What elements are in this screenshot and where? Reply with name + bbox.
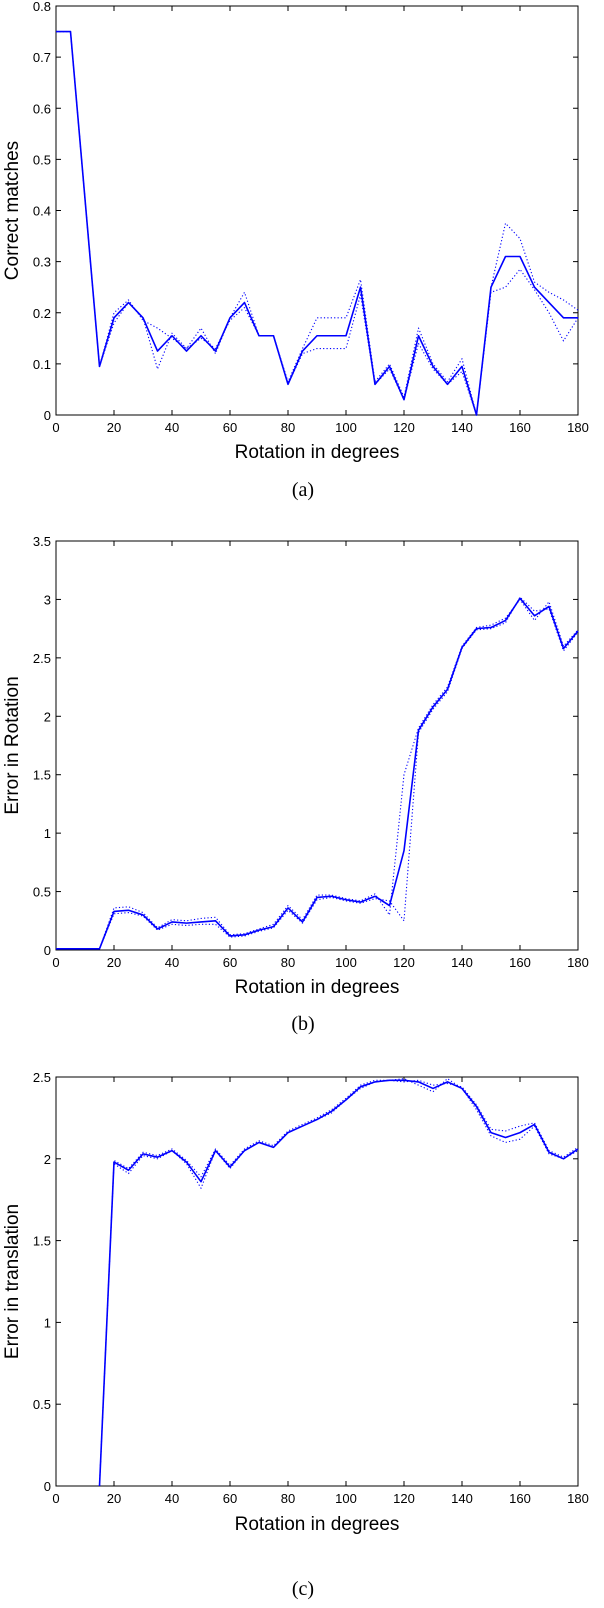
plot-frame <box>55 5 579 416</box>
y-axis-label: Error in translation <box>2 1204 23 1359</box>
x-tick-label: 60 <box>223 1491 237 1506</box>
y-tick-label: 1 <box>44 826 51 841</box>
y-tick-label: 1 <box>44 1315 51 1330</box>
y-axis-label: Correct matches <box>2 141 23 280</box>
x-tick-label: 160 <box>509 1491 531 1506</box>
y-tick-label: 0.6 <box>33 101 51 116</box>
series-line-solid <box>98 1079 579 1487</box>
x-tick-label: 180 <box>567 420 589 435</box>
x-tick-label: 160 <box>509 955 531 970</box>
x-tick-label: 180 <box>567 1491 589 1506</box>
x-tick-label: 100 <box>335 420 357 435</box>
x-tick-label: 140 <box>451 1491 473 1506</box>
series-line-solid <box>56 597 579 950</box>
y-tick-label: 0.3 <box>33 255 51 270</box>
y-tick-label: 0.8 <box>33 0 51 14</box>
x-tick-label: 140 <box>451 955 473 970</box>
x-tick-label: 120 <box>393 420 415 435</box>
x-tick-label: 120 <box>393 1491 415 1506</box>
y-tick-label: 3.5 <box>33 534 51 549</box>
series-line-solid <box>56 30 578 416</box>
y-axis-label: Error in Rotation <box>2 676 23 814</box>
y-tick-label: 0.4 <box>33 204 51 219</box>
x-axis-label: Rotation in degrees <box>235 977 400 998</box>
y-tick-label: 0.5 <box>33 152 51 167</box>
y-tick-label: 0.5 <box>33 885 51 900</box>
y-tick-label: 0.7 <box>33 50 51 65</box>
x-tick-label: 100 <box>335 955 357 970</box>
x-tick-label: 20 <box>107 1491 121 1506</box>
x-tick-label: 0 <box>52 420 59 435</box>
chart-panel-2: 0 20 40 60 80 100 120 140 160 180 0 0.5 1 1.5 2 2.5 3 3.5… <box>2 534 589 1035</box>
x-tick-label: 40 <box>165 955 179 970</box>
x-tick-label: 100 <box>335 1491 357 1506</box>
x-tick-label: 180 <box>567 955 589 970</box>
y-tick-label: 0 <box>44 1479 51 1494</box>
x-tick-label: 80 <box>281 955 295 970</box>
x-tick-label: 0 <box>52 955 59 970</box>
y-tick-label: 0 <box>44 943 51 958</box>
panel-caption: (c) <box>292 1578 314 1600</box>
plot-frame <box>55 540 579 951</box>
y-tick-label: 2 <box>44 1152 51 1167</box>
y-tick-label: 1.5 <box>33 768 51 783</box>
panel-caption: (a) <box>292 479 314 501</box>
series-line-dotted-1 <box>56 31 579 416</box>
y-tick-label: 2.5 <box>33 1070 51 1085</box>
x-tick-label: 160 <box>509 420 531 435</box>
x-tick-label: 40 <box>165 420 179 435</box>
x-tick-label: 0 <box>52 1491 59 1506</box>
x-tick-label: 80 <box>281 1491 295 1506</box>
x-tick-label: 20 <box>107 955 121 970</box>
series-line-dotted-2 <box>56 31 579 416</box>
y-tick-label: 3 <box>44 592 51 607</box>
x-tick-label: 40 <box>165 1491 179 1506</box>
y-tick-label: 0.5 <box>33 1397 51 1412</box>
x-tick-label: 20 <box>107 420 121 435</box>
chart-panel-3: 0 20 40 60 80 100 120 140 160 180 0 0.5 1 1.5 2 2.5 Rota… <box>2 1070 589 1600</box>
x-tick-label: 140 <box>451 420 473 435</box>
series-line-dotted-2 <box>98 1079 579 1487</box>
x-tick-label: 120 <box>393 955 415 970</box>
y-tick-label: 0 <box>44 408 51 423</box>
chart-panel-1: 0 20 40 60 80 100 120 140 160 180 0 0.1 0.2 0.3 0.4 0.5… <box>2 0 589 501</box>
y-tick-label: 1.5 <box>33 1234 51 1249</box>
y-tick-label: 0.1 <box>33 357 51 372</box>
x-axis-label: Rotation in degrees <box>235 442 400 463</box>
panel-caption: (b) <box>291 1013 314 1035</box>
series-line-dotted-1 <box>56 598 579 950</box>
x-axis-label: Rotation in degrees <box>235 1514 400 1535</box>
y-tick-label: 2 <box>44 709 51 724</box>
x-tick-label: 60 <box>223 955 237 970</box>
y-tick-label: 2.5 <box>33 651 51 666</box>
x-tick-label: 80 <box>281 420 295 435</box>
plot-frame <box>55 1076 579 1487</box>
y-tick-label: 0.2 <box>33 306 51 321</box>
series-line-dotted-1 <box>98 1078 579 1487</box>
x-tick-label: 60 <box>223 420 237 435</box>
